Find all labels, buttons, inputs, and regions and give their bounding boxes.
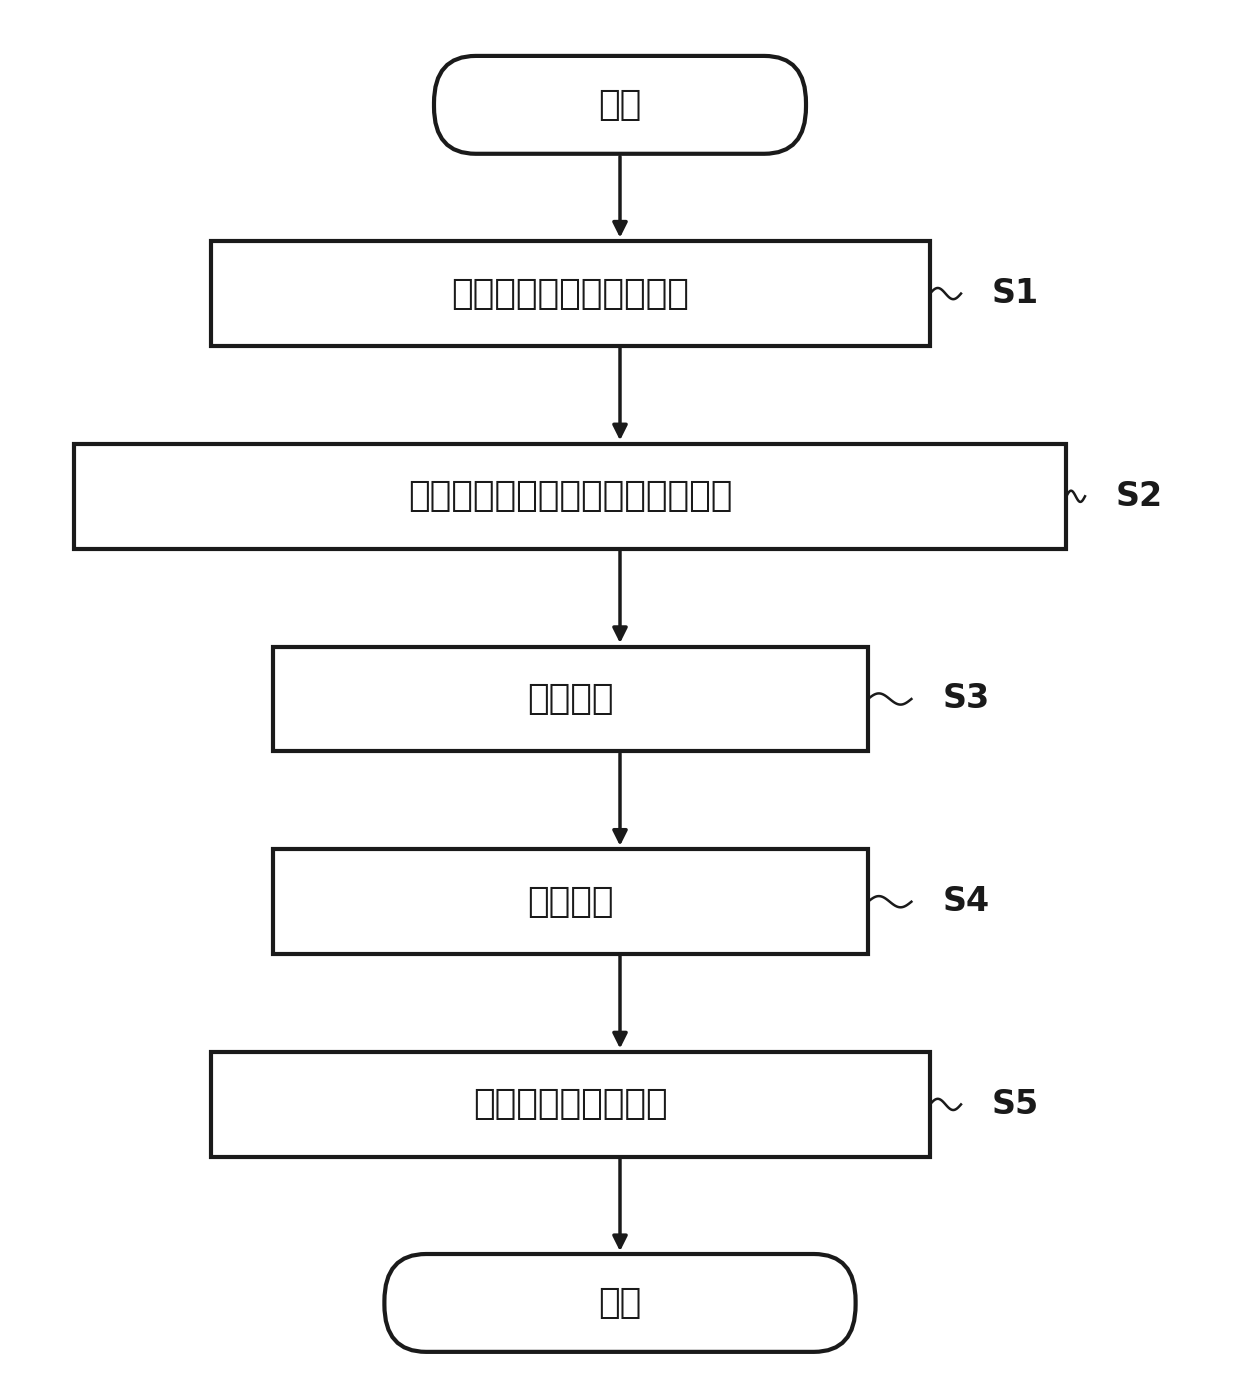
Text: 照射激光: 照射激光 bbox=[527, 885, 614, 918]
Text: S1: S1 bbox=[992, 277, 1039, 310]
Text: 供给焊膏: 供给焊膏 bbox=[527, 682, 614, 716]
FancyBboxPatch shape bbox=[434, 56, 806, 154]
Text: S2: S2 bbox=[1116, 480, 1163, 513]
FancyBboxPatch shape bbox=[74, 445, 1066, 548]
FancyBboxPatch shape bbox=[273, 646, 868, 752]
Text: 结束: 结束 bbox=[599, 1286, 641, 1320]
Text: S5: S5 bbox=[992, 1088, 1039, 1121]
Text: 去除焊料接合用辅具: 去除焊料接合用辅具 bbox=[474, 1088, 667, 1121]
Text: 在被接合部配置安装部件: 在被接合部配置安装部件 bbox=[451, 277, 689, 310]
FancyBboxPatch shape bbox=[273, 849, 868, 953]
Text: S3: S3 bbox=[942, 682, 990, 716]
FancyBboxPatch shape bbox=[211, 1051, 930, 1158]
Text: 通过焊料接合用辅具保持安装部件: 通过焊料接合用辅具保持安装部件 bbox=[408, 480, 733, 513]
FancyBboxPatch shape bbox=[211, 240, 930, 345]
Text: S4: S4 bbox=[942, 885, 990, 918]
Text: 开始: 开始 bbox=[599, 88, 641, 122]
FancyBboxPatch shape bbox=[384, 1254, 856, 1352]
